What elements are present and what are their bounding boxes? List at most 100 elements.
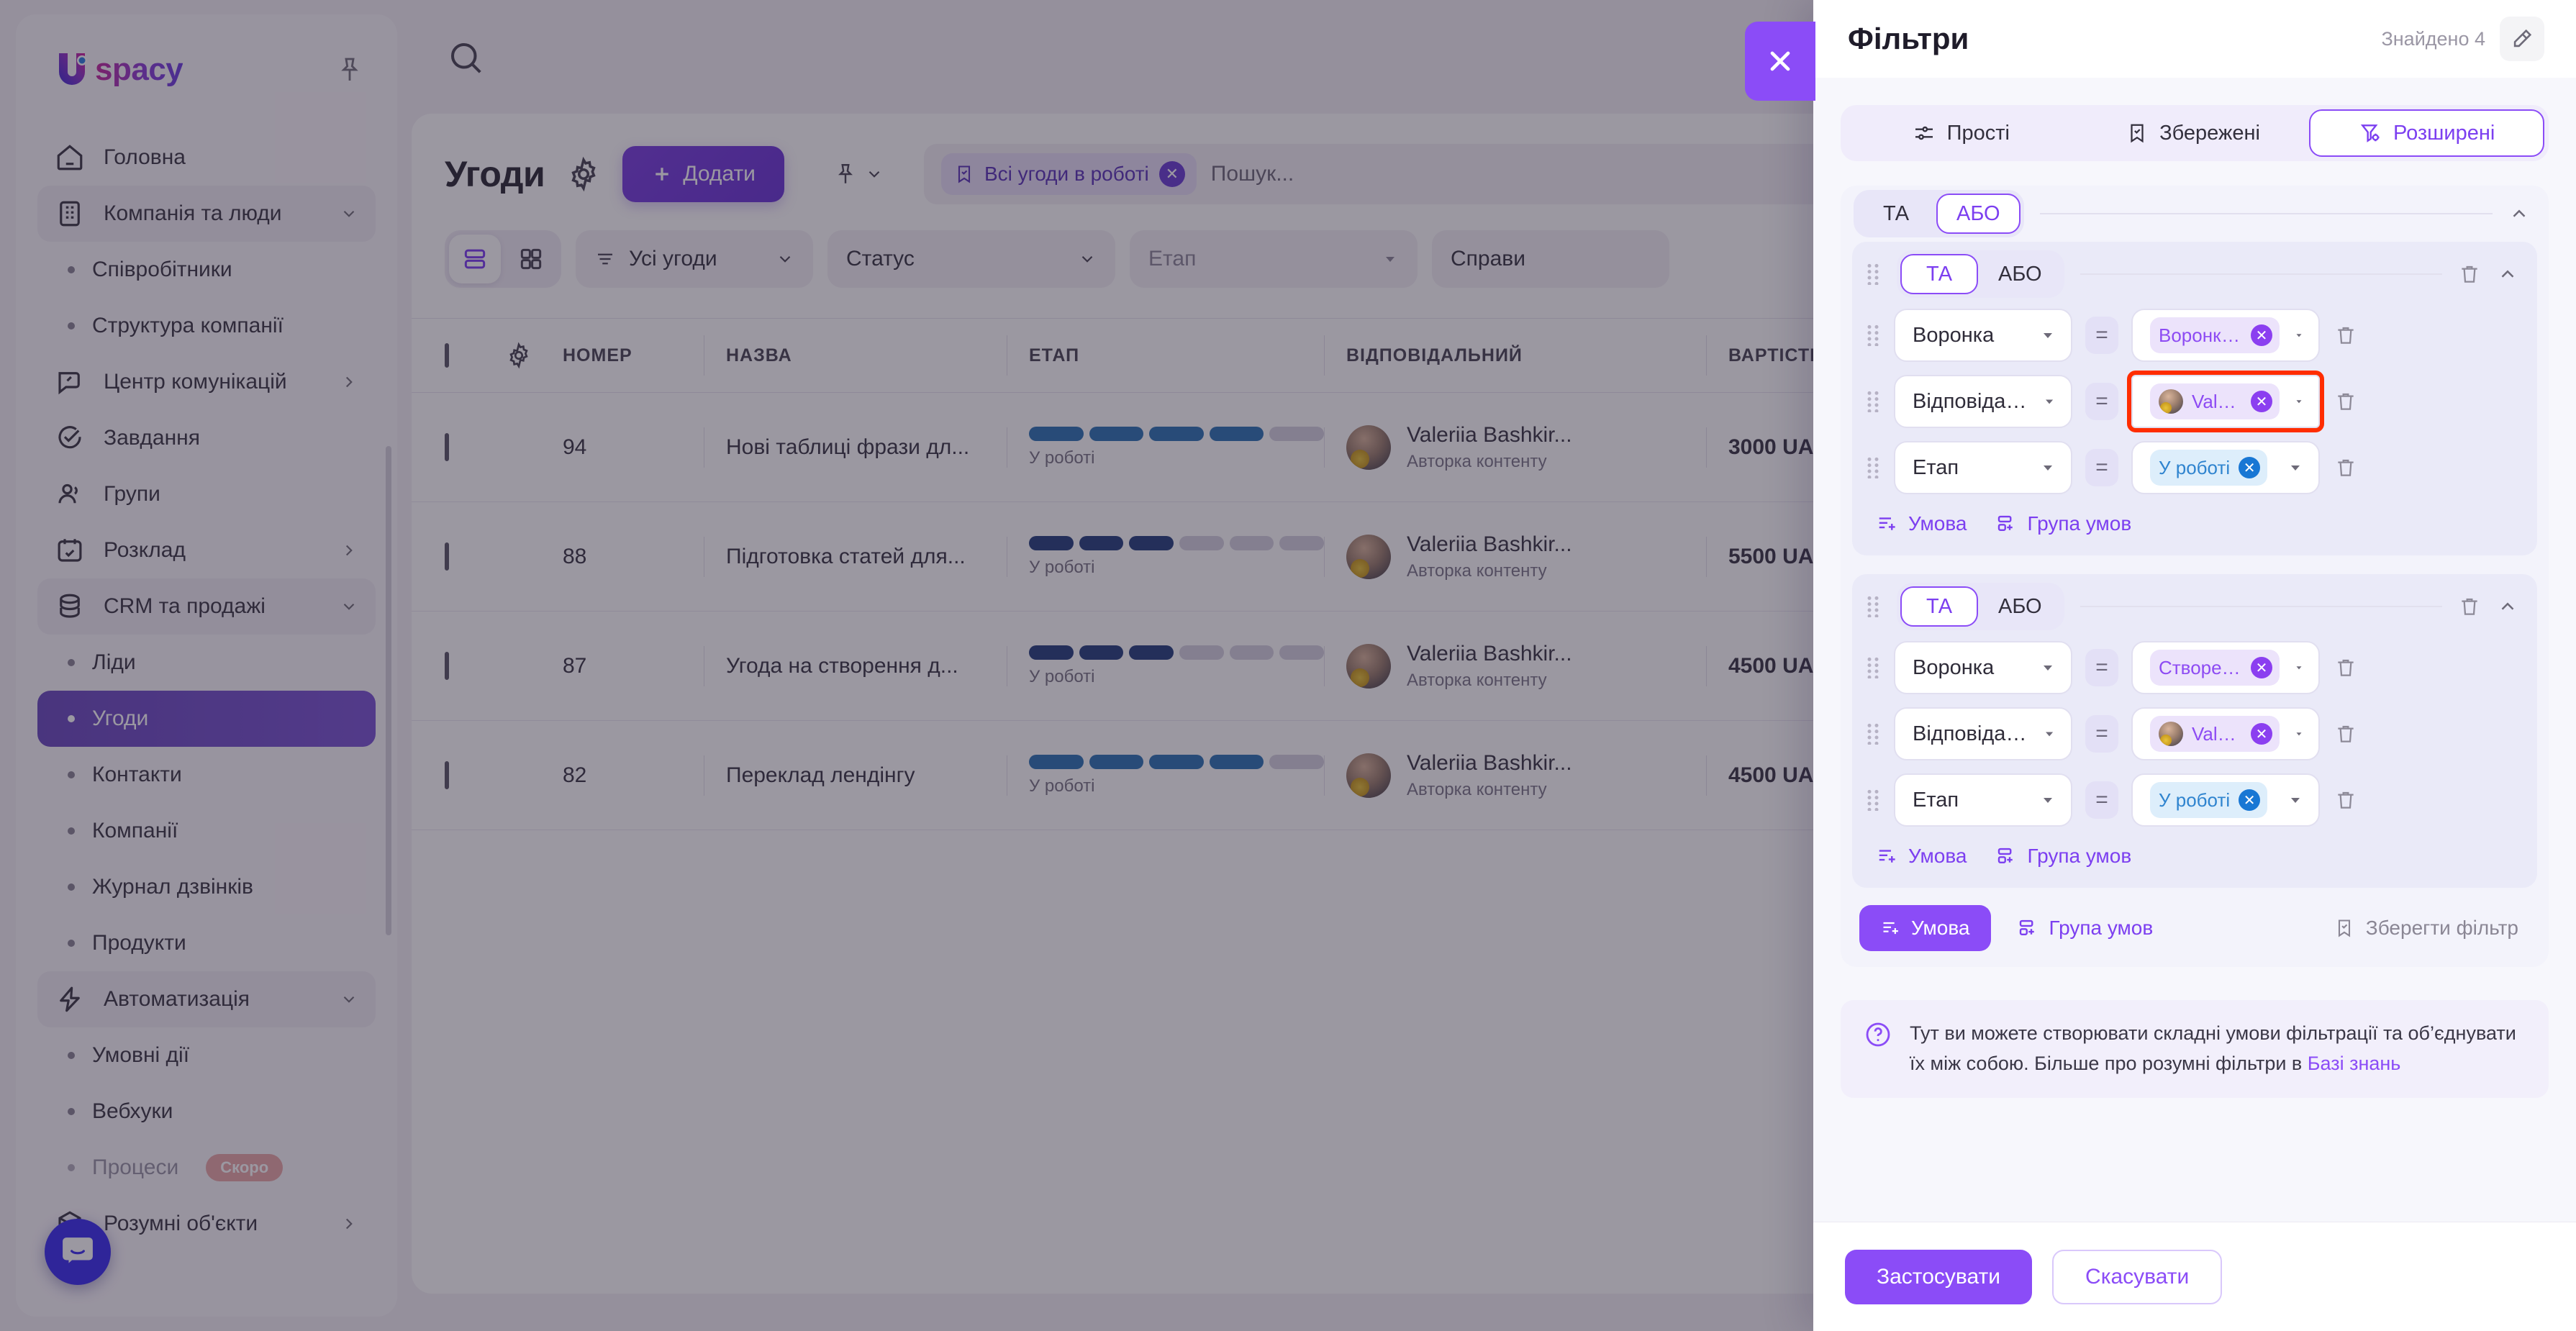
condition-operator[interactable]: = [2085,715,2118,753]
column-settings-button[interactable] [505,342,563,369]
column-header-stage[interactable]: ЕТАП [1029,345,1080,365]
deals-search-input[interactable]: Пошук... [1210,162,1294,186]
sidebar-item-contacts[interactable]: Контакти [37,747,376,803]
condition-operator[interactable]: = [2085,383,2118,420]
remove-value-icon[interactable]: ✕ [2239,457,2261,478]
group-logic-and[interactable]: ТА [1900,586,1978,627]
remove-value-icon[interactable]: ✕ [2251,657,2272,678]
saved-filter-chip[interactable]: Всі угоди в роботі ✕ [940,153,1197,195]
cell-name[interactable]: Нові таблиці фрази дл... [726,435,970,459]
add-condition-button[interactable]: Умова [1859,905,1992,951]
sidebar-item-companies[interactable]: Компанії [37,803,376,859]
delete-condition-button[interactable] [2333,722,2359,746]
all-deals-select[interactable]: Усі угоди [576,230,813,288]
sidebar-item-tasks[interactable]: Завдання [37,410,376,466]
group-logic-and[interactable]: ТА [1900,254,1978,294]
condition-operator[interactable]: = [2085,449,2118,486]
delete-group-button[interactable] [2458,262,2481,286]
condition-value-select[interactable]: Воронка дл... ✕ [2131,309,2320,362]
cell-responsible[interactable]: Valeriia Bashkir... Авторка контенту [1346,642,1706,691]
close-icon[interactable]: ✕ [1158,161,1185,187]
tab-simple[interactable]: Прості [1845,109,2077,157]
sidebar-item-communications[interactable]: Центр комунікацій [37,354,376,410]
table-row[interactable]: 88 Підготовка статей для... У роботі Valeri… [412,502,2562,612]
close-panel-button[interactable] [1745,22,1815,101]
group-drag-handle[interactable] [1865,596,1881,617]
pin-filter-button[interactable] [823,149,894,199]
cell-stage[interactable]: У роботі [1029,535,1325,578]
sidebar-item-crm-sales[interactable]: CRM та продажі [37,578,376,635]
sidebar-item-leads[interactable]: Ліди [37,635,376,691]
condition-field-select[interactable]: Етап [1894,773,2072,827]
column-header-name[interactable]: НАЗВА [726,345,792,365]
condition-drag-handle[interactable] [1865,391,1881,412]
condition-operator[interactable]: = [2085,781,2118,819]
condition-drag-handle[interactable] [1865,457,1881,478]
delete-condition-button[interactable] [2333,455,2359,480]
delete-group-button[interactable] [2458,594,2481,619]
condition-field-select[interactable]: Воронка [1894,641,2072,694]
group-drag-handle[interactable] [1865,263,1881,285]
table-row[interactable]: 82 Переклад лендінгу У роботі Valeriia Bash… [412,721,2562,830]
sidebar-item-home[interactable]: Головна [37,130,376,186]
intercom-launcher-button[interactable] [45,1219,111,1285]
condition-value-select[interactable]: Valeriia ... ✕ [2127,371,2324,432]
cell-name[interactable]: Підготовка статей для... [726,544,966,568]
remove-value-icon[interactable]: ✕ [2239,789,2261,811]
sidebar-item-company-structure[interactable]: Структура компанії [37,298,376,354]
table-row[interactable]: 87 Угода на створення д... У роботі Valerii… [412,612,2562,721]
cell-responsible[interactable]: Valeriia Bashkir... Авторка контенту [1346,532,1706,581]
column-header-number[interactable]: НОМЕР [563,345,632,365]
row-checkbox[interactable] [445,760,505,789]
condition-value-select[interactable]: Valeriia ... ✕ [2131,707,2320,760]
remove-value-icon[interactable]: ✕ [2251,723,2272,745]
delete-condition-button[interactable] [2333,655,2359,680]
sidebar-item-employees[interactable]: Співробітники [37,242,376,298]
add-deal-button[interactable]: Додати [622,146,784,202]
group-logic-or[interactable]: АБО [1998,262,2042,286]
cell-responsible[interactable]: Valeriia Bashkir... Авторка контенту [1346,423,1706,472]
row-checkbox[interactable] [445,651,505,680]
apply-button[interactable]: Застосувати [1845,1249,2033,1304]
group-add-condition-button[interactable]: Умова [1877,845,1967,868]
sidebar-item-schedule[interactable]: Розклад [37,522,376,578]
group-add-group-button[interactable]: Група умов [1995,845,2131,868]
sidebar-item-company-people[interactable]: Компанія та люди [37,186,376,242]
group-add-condition-button[interactable]: Умова [1877,512,1967,535]
group-logic-or[interactable]: АБО [1998,594,2042,618]
condition-drag-handle[interactable] [1865,789,1881,811]
knowledge-base-link[interactable]: Базі знань [2307,1052,2401,1074]
delete-condition-button[interactable] [2333,323,2359,347]
condition-value-select[interactable]: У роботі ✕ [2131,773,2320,827]
condition-operator[interactable]: = [2085,649,2118,686]
cell-name[interactable]: Переклад лендінгу [726,763,915,787]
group-add-group-button[interactable]: Група умов [1995,512,2131,535]
gear-icon[interactable] [565,155,602,193]
list-view-button[interactable] [449,235,501,283]
condition-field-select[interactable]: Воронка [1894,309,2072,362]
sidebar-item-webhooks[interactable]: Вебхуки [37,1084,376,1140]
condition-field-select[interactable]: Відповідальн... [1894,707,2072,760]
clear-filters-button[interactable] [2500,17,2544,61]
condition-drag-handle[interactable] [1865,324,1881,346]
sidebar-item-deals[interactable]: Угоди [37,691,376,747]
column-header-responsible[interactable]: ВІДПОВІДАЛЬНИЙ [1346,345,1523,365]
pin-icon[interactable] [335,55,364,85]
cases-select[interactable]: Справи [1432,230,1669,288]
root-logic-or[interactable]: АБО [1936,194,2021,234]
condition-operator[interactable]: = [2085,317,2118,354]
remove-value-icon[interactable]: ✕ [2251,391,2272,412]
delete-condition-button[interactable] [2333,788,2359,812]
sidebar-item-automation[interactable]: Автоматизація [37,971,376,1027]
root-collapse-button[interactable] [2508,203,2530,224]
condition-field-select[interactable]: Етап [1894,441,2072,494]
table-row[interactable]: 94 Нові таблиці фрази дл... У роботі Valeri… [412,393,2562,502]
status-select[interactable]: Статус [827,230,1115,288]
app-logo[interactable]: spacy [53,49,183,91]
stage-select[interactable]: Етап [1130,230,1418,288]
add-group-button[interactable]: Група умов [2017,917,2153,940]
row-checkbox[interactable] [445,542,505,571]
row-checkbox[interactable] [445,432,505,461]
root-logic-and[interactable]: ТА [1882,201,1910,225]
chevron-up-icon[interactable] [2497,596,2518,617]
